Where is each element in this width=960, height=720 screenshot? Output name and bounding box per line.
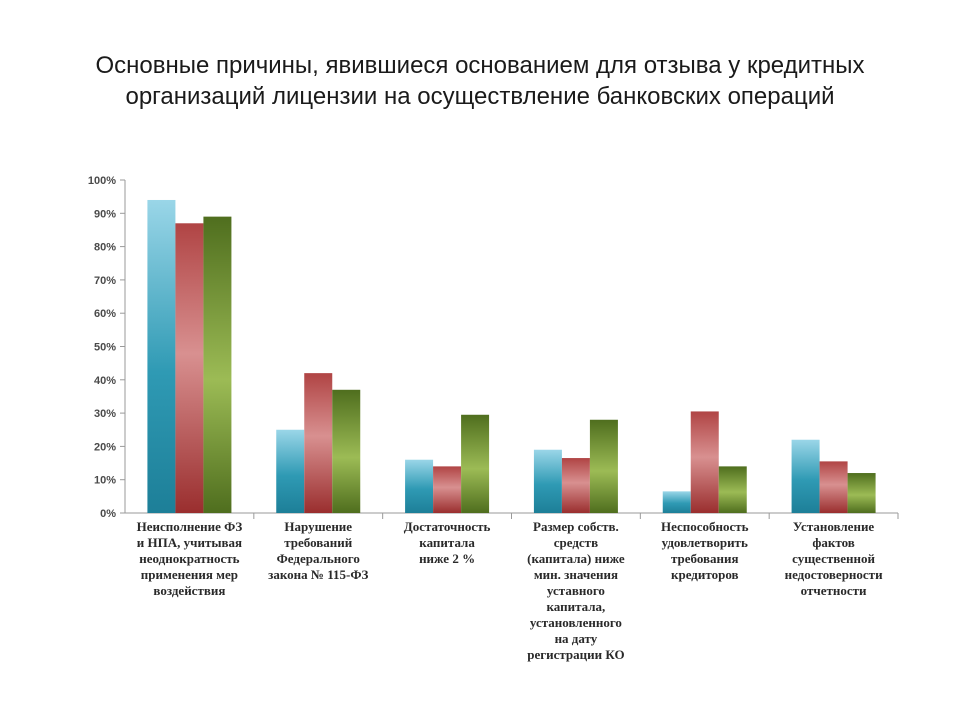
bar-series2-cat1 xyxy=(175,223,204,514)
bar-series3-cat1 xyxy=(203,216,232,513)
y-tick-label: 100% xyxy=(88,175,116,187)
x-category-label: Установление фактов существенной недостовер… xyxy=(785,519,883,598)
y-tick-label: 20% xyxy=(94,441,116,453)
bar-series3-cat4 xyxy=(589,419,618,513)
bar-series2-cat2 xyxy=(304,373,333,513)
y-tick-label: 60% xyxy=(94,308,116,320)
bar-series3-cat5 xyxy=(718,466,747,513)
y-tick-label: 80% xyxy=(94,242,116,254)
bar-series1-cat6 xyxy=(791,439,820,513)
bar-series3-cat2 xyxy=(332,389,361,513)
y-tick-label: 40% xyxy=(94,375,116,387)
x-category-label: Размер собств. средств (капитала) ниже мин.… xyxy=(527,519,625,662)
chart-labels: Неисполнение ФЗ и НПА, учитывая неоднократ… xyxy=(137,519,883,662)
x-category-label: Неспособность удовлетворить требования кред… xyxy=(661,519,749,582)
bar-series2-cat6 xyxy=(819,461,848,513)
bar-series2-cat5 xyxy=(690,411,719,513)
y-tick-label: 10% xyxy=(94,475,116,487)
bar-series1-cat5 xyxy=(662,491,691,513)
bar-series1-cat2 xyxy=(276,429,305,513)
x-category-label: Нарушение требований Федерального закона № … xyxy=(268,519,368,582)
y-tick-label: 90% xyxy=(94,208,116,220)
bar-series2-cat3 xyxy=(433,466,462,513)
bar-series3-cat6 xyxy=(847,473,876,513)
bar-series3-cat3 xyxy=(461,414,490,513)
y-tick-label: 30% xyxy=(94,408,116,420)
y-tick-label: 50% xyxy=(94,342,116,354)
chart-axes: 0% 10% 20% 30% 40% 50% 60% 70% 80% 90% 100% xyxy=(88,175,899,520)
bar-series2-cat4 xyxy=(561,458,590,513)
bar-series1-cat4 xyxy=(533,449,562,513)
bar-series1-cat1 xyxy=(147,199,176,514)
chart-bars xyxy=(147,199,876,514)
page-title: Основные причины, явившиеся основанием д… xyxy=(95,52,865,110)
y-tick-label: 0% xyxy=(100,508,116,520)
y-tick-label: 70% xyxy=(94,275,116,287)
x-category-label: Достаточность капитала ниже 2 % xyxy=(404,519,491,566)
bar-series1-cat3 xyxy=(405,459,434,513)
x-category-label: Неисполнение ФЗ и НПА, учитывая неоднократ… xyxy=(137,519,243,598)
